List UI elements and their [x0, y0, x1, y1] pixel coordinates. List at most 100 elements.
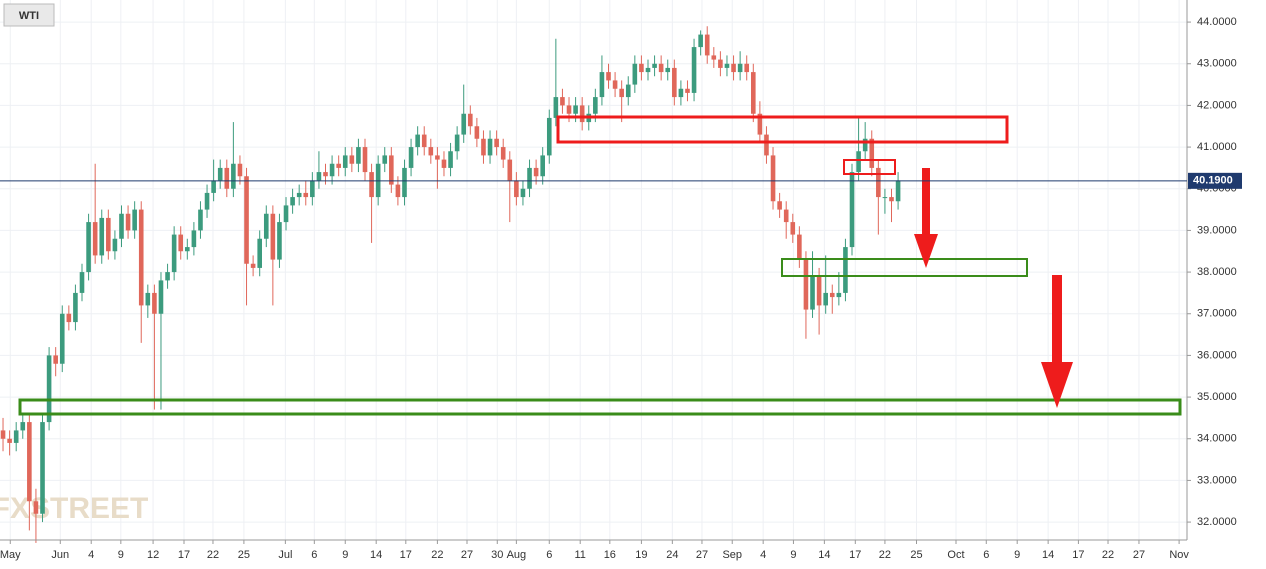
candle-body [158, 280, 164, 314]
candle-body [237, 163, 243, 177]
candle-body [790, 222, 796, 235]
candle-body [99, 217, 105, 256]
x-tick-label: 17 [849, 549, 861, 561]
candle-body [783, 209, 789, 223]
candle-body [46, 355, 52, 423]
x-tick-label: 6 [311, 549, 317, 561]
candle-body [882, 197, 888, 199]
y-tick-label: 32.0000 [1197, 516, 1237, 528]
candle-body [356, 147, 361, 164]
candle-body [803, 259, 809, 310]
candle-body [895, 180, 901, 202]
candle-body [560, 97, 565, 106]
candle-body [92, 222, 98, 256]
candle-body [435, 155, 440, 160]
candle-body [514, 180, 519, 198]
x-tick-label: 17 [178, 549, 190, 561]
x-tick-label: 25 [238, 549, 250, 561]
candle-body [27, 422, 32, 502]
y-tick-label: 33.0000 [1197, 474, 1237, 486]
candle-body [316, 172, 322, 181]
candle-body [836, 292, 842, 298]
candle-body [448, 151, 453, 168]
arrow-shaft [922, 168, 930, 236]
candle-body [323, 172, 328, 177]
candle-body [382, 155, 388, 164]
candle-body [494, 138, 499, 148]
candle-body [329, 163, 335, 177]
candle-body [691, 47, 697, 93]
candle-body [764, 134, 769, 156]
x-tick-label: May [0, 549, 21, 561]
x-tick-label: Sep [722, 549, 742, 561]
candle-body [579, 105, 585, 123]
candle-body [724, 63, 730, 68]
candle-body [283, 205, 289, 223]
candle-body [7, 438, 12, 443]
y-tick-label: 41.0000 [1197, 141, 1237, 153]
candle-body [658, 63, 664, 73]
candle-body [79, 272, 85, 293]
x-tick-label: Nov [1169, 549, 1189, 561]
candle-body [184, 247, 190, 252]
x-tick-label: 22 [879, 549, 891, 561]
candle-body [428, 147, 434, 156]
candle-body [632, 63, 638, 85]
y-tick-label: 34.0000 [1197, 433, 1237, 445]
x-tick-label: 24 [666, 549, 678, 561]
candle-body [408, 147, 414, 168]
watermark: FXSTREET [0, 492, 148, 525]
x-tick-label: 4 [760, 549, 766, 561]
candle-body [467, 113, 473, 127]
arrow-head [1041, 362, 1073, 408]
x-tick-label: Jun [51, 549, 69, 561]
candle-body [106, 217, 111, 252]
candle-body [737, 63, 743, 73]
candle-body [257, 238, 263, 268]
candle-body [53, 355, 58, 364]
y-tick-label: 39.0000 [1197, 224, 1237, 236]
x-tick-label: 16 [604, 549, 616, 561]
candle-body [171, 234, 177, 273]
candle-body [362, 147, 368, 173]
candle-body [593, 97, 598, 114]
candle-body [20, 422, 26, 431]
x-tick-label: 27 [461, 549, 473, 561]
support-box [781, 258, 1028, 277]
candle-body [876, 167, 881, 198]
candle-body [303, 192, 309, 198]
candle-body [112, 238, 118, 252]
arrow-shaft [1052, 275, 1062, 365]
candle-body [152, 292, 157, 314]
candle-body [718, 59, 723, 68]
candle-body [566, 105, 572, 114]
x-tick-label: 27 [1133, 549, 1145, 561]
candle-body [217, 167, 223, 181]
last-price-label: 40.1900 [1193, 175, 1233, 187]
candle-body [487, 138, 493, 156]
candle-body [533, 167, 539, 177]
title-box [3, 3, 55, 27]
x-tick-label: Oct [947, 549, 964, 561]
candle-body [777, 201, 782, 210]
candle-body [889, 197, 894, 202]
candle-body [625, 84, 631, 98]
candle-body [672, 67, 677, 98]
candle-body [461, 113, 467, 135]
x-tick-label: 9 [342, 549, 348, 561]
candle-body [862, 138, 868, 152]
candle-body [856, 151, 861, 173]
candle-body [685, 88, 690, 93]
candle-body [810, 276, 815, 310]
candle-body [599, 72, 605, 98]
candle-body [797, 234, 802, 260]
candle-body [869, 138, 875, 168]
x-tick-label: 9 [1014, 549, 1020, 561]
candle-body [270, 213, 276, 260]
candle-body [211, 180, 216, 193]
candle-body [500, 147, 506, 160]
axis-labels: 32.0000 33.0000 34.0000 35.0000 36.0000 37.00… [0, 16, 1242, 561]
candle-body [757, 113, 763, 135]
y-tick-label: 43.0000 [1197, 58, 1237, 70]
candle-body [520, 188, 526, 198]
